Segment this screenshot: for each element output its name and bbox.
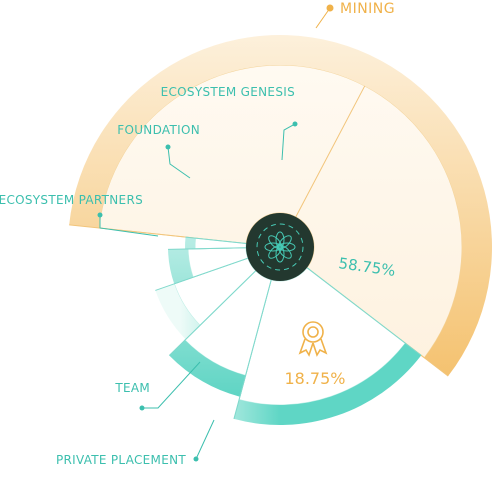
legend-label-ecosystem-partners: ECOSYSTEM PARTNERS (0, 193, 143, 207)
legend-label-ecosystem-genesis: ECOSYSTEM GENESIS (161, 85, 295, 99)
slice-ecosystem-genesis (185, 237, 195, 249)
leader-mining (316, 8, 330, 28)
leader-dot-private-placement (194, 457, 199, 462)
leader-private-placement (196, 420, 214, 459)
legend-label-private-placement: PRIVATE PLACEMENT (56, 453, 186, 467)
legend-label-mining: MINING (340, 1, 395, 17)
leader-dot-ecosystem-partners (98, 213, 103, 218)
hub-emblem (246, 213, 314, 281)
leader-dot-mining (327, 5, 334, 12)
leader-dot-ecosystem-genesis (293, 122, 298, 127)
hub-disc (246, 213, 314, 281)
leader-dot-team (140, 406, 145, 411)
legend-label-team: TEAM (114, 381, 150, 395)
leader-dot-foundation (166, 145, 171, 150)
legend-label-foundation: FOUNDATION (117, 123, 200, 137)
data-label-private-placement: 18.75% (284, 369, 345, 388)
